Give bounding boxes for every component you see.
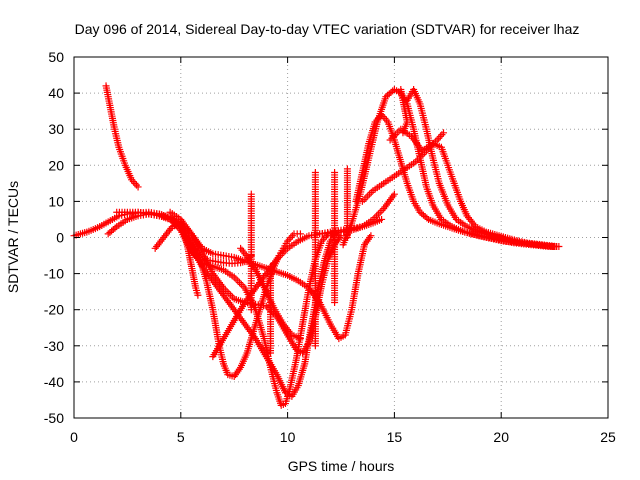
series-arc-dip-to-neg28 xyxy=(166,208,375,343)
series-spike-9.2 xyxy=(267,262,275,357)
data-point xyxy=(111,224,119,232)
x-tick-label: 15 xyxy=(387,429,403,445)
data-point xyxy=(364,192,372,200)
data-point xyxy=(134,183,142,191)
x-tick-labels: 0 5 10 15 20 25 xyxy=(70,429,616,445)
data-point xyxy=(436,132,444,140)
data-point xyxy=(234,277,242,285)
data-point xyxy=(331,298,339,306)
data-point xyxy=(132,181,140,189)
y-tick-label: -50 xyxy=(44,410,64,426)
series-arc-low-tail xyxy=(151,219,202,299)
y-tick-label: -20 xyxy=(44,302,64,318)
y-tick-label: 10 xyxy=(48,193,64,209)
data-point xyxy=(227,291,235,299)
data-point xyxy=(311,342,319,350)
x-axis-label: GPS time / hours xyxy=(288,458,395,474)
x-tick-label: 20 xyxy=(493,429,509,445)
y-tick-label: -10 xyxy=(44,266,64,282)
data-point xyxy=(399,129,407,137)
data-point xyxy=(367,232,375,240)
data-point xyxy=(247,306,255,314)
series-spike-8.3 xyxy=(247,190,255,314)
data-point xyxy=(131,179,139,187)
data-point xyxy=(423,214,431,222)
data-point xyxy=(267,349,275,357)
data-point xyxy=(296,335,304,343)
data-point xyxy=(378,215,386,223)
data-point xyxy=(390,190,398,198)
data-point xyxy=(440,129,448,137)
series-arc-dip-to-neg38 xyxy=(104,210,304,380)
series-arc-rising-diagonal xyxy=(358,129,448,205)
y-tick-label: -40 xyxy=(44,374,64,390)
y-tick-label: 0 xyxy=(56,230,64,246)
data-point xyxy=(287,234,295,241)
series-arc-late-peak-26 xyxy=(386,125,561,251)
data-point xyxy=(438,131,446,139)
data-point xyxy=(365,190,373,198)
series-cluster-15.3 xyxy=(397,85,411,137)
data-point xyxy=(362,194,370,202)
data-point xyxy=(435,134,443,142)
data-point xyxy=(288,232,296,240)
x-tick-label: 25 xyxy=(600,429,616,445)
data-point xyxy=(374,210,382,218)
series-arc-flat-right xyxy=(316,215,386,238)
data-point xyxy=(221,286,229,294)
series-arc-morning-steep xyxy=(102,82,142,191)
data-point xyxy=(553,243,561,251)
data-point xyxy=(237,280,245,288)
series-arc-midday-crossing xyxy=(209,190,398,361)
series-arc-cross-down xyxy=(237,244,304,343)
data-point xyxy=(376,208,384,216)
x-tick-label: 0 xyxy=(70,429,78,445)
y-tick-label: 40 xyxy=(48,85,64,101)
data-marks xyxy=(70,82,563,409)
series-arc-dip-to-neg32 xyxy=(113,208,345,357)
x-tick-label: 10 xyxy=(280,429,296,445)
y-axis-label: SDTVAR / TECUs xyxy=(5,181,21,293)
data-point xyxy=(378,206,386,214)
data-point xyxy=(367,188,375,196)
series-spike-12.8 xyxy=(343,165,351,241)
data-point xyxy=(343,234,351,241)
x-tick-label: 5 xyxy=(177,429,185,445)
data-point xyxy=(360,196,368,204)
y-tick-labels: -50 -40 -30 -20 -10 0 10 20 30 40 50 xyxy=(44,49,64,426)
grid-lines xyxy=(74,57,608,418)
data-point xyxy=(232,275,240,283)
y-tick-label: 20 xyxy=(48,157,64,173)
series-spike-11.2 xyxy=(311,169,319,350)
chart-title: Day 096 of 2014, Sidereal Day-to-day VTE… xyxy=(75,21,580,37)
series-spike-12.2 xyxy=(331,169,339,306)
y-tick-label: -30 xyxy=(44,338,64,354)
data-point xyxy=(194,291,202,299)
data-point xyxy=(236,279,244,287)
y-tick-label: 30 xyxy=(48,121,64,137)
data-point xyxy=(296,230,304,238)
axis-ticks xyxy=(73,56,609,419)
y-tick-label: 50 xyxy=(48,49,64,65)
